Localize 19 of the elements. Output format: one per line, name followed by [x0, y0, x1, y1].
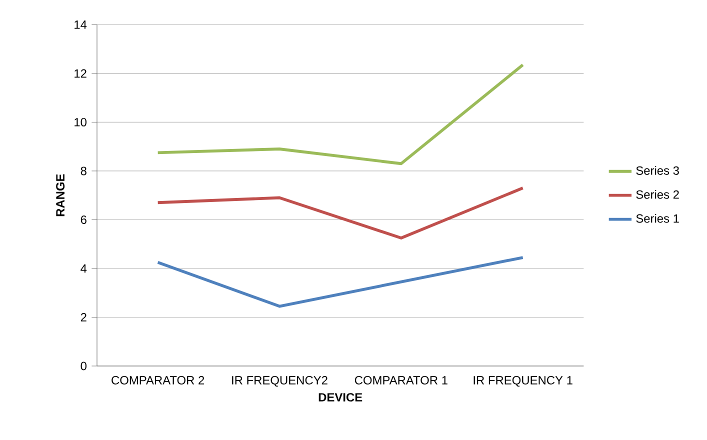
y-tick-label: 2 — [80, 313, 86, 322]
y-tick-label: 0 — [80, 362, 87, 370]
legend-label: Series 3 — [636, 166, 679, 175]
y-tick-label: 6 — [80, 215, 86, 224]
y-tick-label: 10 — [74, 118, 87, 126]
legend-label: Series 2 — [636, 190, 679, 199]
x-tick-label: IR FREQUENCY 1 — [474, 376, 572, 387]
y-tick-label: 12 — [74, 69, 86, 78]
y-tick-label: 14 — [74, 20, 87, 29]
x-axis-title: DEVICE — [318, 393, 362, 402]
line-series — [156, 186, 524, 240]
x-tick-label: IR FREQUENCY2 — [232, 376, 328, 387]
x-tick-label: COMPARATOR 1 — [354, 376, 448, 384]
y-tick-label: 4 — [80, 264, 87, 273]
x-tick-label: COMPARATOR 2 — [112, 376, 204, 384]
y-tick-label: 8 — [80, 166, 86, 176]
line-series — [156, 63, 524, 166]
y-axis-title: RANGE — [56, 174, 65, 216]
legend-label: Series 1 — [636, 214, 679, 223]
